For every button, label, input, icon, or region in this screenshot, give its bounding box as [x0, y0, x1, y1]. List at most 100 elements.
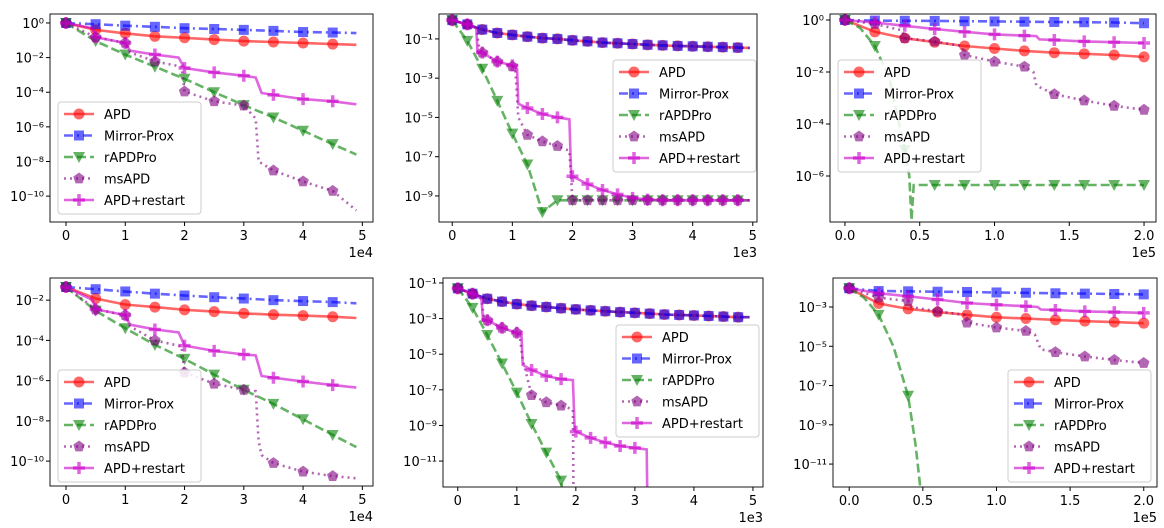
x-tick-label: 5 [358, 229, 366, 244]
data-point-marker [600, 306, 611, 317]
data-point-marker [898, 19, 911, 32]
data-point-marker [958, 49, 971, 60]
data-point-marker [208, 344, 221, 357]
x-tick-label: 0 [448, 229, 456, 244]
series-mirror-prox [447, 15, 750, 53]
legend-item: rAPDPro [1014, 419, 1107, 434]
data-point-marker [267, 398, 280, 410]
legend-marker-circle-icon [1023, 376, 1035, 388]
data-point-marker [326, 139, 339, 151]
plot-area [60, 16, 358, 212]
data-point-marker [446, 14, 459, 27]
x-tick-label: 5 [749, 229, 757, 244]
data-point-marker [90, 19, 101, 30]
data-point-marker [149, 30, 161, 42]
x-tick-label: 1.5 [1059, 229, 1080, 244]
data-point-marker [872, 287, 885, 300]
legend-item: rAPDPro [619, 109, 712, 124]
data-point-marker [988, 28, 1001, 41]
legend-item: rAPDPro [64, 151, 157, 166]
legend-label: Mirror-Prox [104, 398, 174, 413]
y-tick-label: 10⁻² [795, 66, 824, 81]
x-tick-label: 3 [240, 493, 248, 508]
legend-marker-triangle-down-icon [73, 420, 85, 431]
data-point-marker [716, 194, 729, 207]
x-offset-label: 1e3 [738, 511, 763, 526]
legend-marker-square-icon [74, 398, 84, 409]
data-point-marker [1078, 305, 1091, 318]
data-point-marker [178, 339, 191, 352]
data-point-marker [702, 41, 713, 52]
data-point-marker [612, 38, 623, 49]
data-point-marker [958, 25, 971, 38]
data-point-marker [89, 31, 102, 44]
data-point-marker [1019, 300, 1032, 313]
series-mirror-prox [839, 14, 1150, 29]
legend-item: Mirror-Prox [619, 88, 729, 103]
axes-frame [832, 277, 1158, 488]
legend-marker-pentagon-icon [73, 172, 85, 184]
x-tick-label: 4 [690, 494, 698, 509]
legend-marker-circle-icon [73, 108, 85, 120]
x-tick-label: 0.0 [839, 494, 860, 509]
data-point-marker [466, 287, 479, 300]
legend-label: APD [884, 66, 911, 81]
data-point-marker [962, 287, 973, 298]
x-tick-label: 1.0 [984, 229, 1005, 244]
x-tick-label: 5 [749, 494, 757, 509]
legend-label: Mirror-Prox [104, 130, 174, 145]
legend-item: APD+restart [64, 462, 185, 477]
legend-marker-pentagon-icon [631, 395, 643, 407]
data-point-marker [1079, 350, 1091, 362]
data-point-marker [932, 286, 943, 297]
legend-label: Mirror-Prox [1054, 398, 1124, 413]
legend-item: msAPD [844, 130, 930, 146]
legend-label: msAPD [104, 441, 150, 456]
data-point-marker [526, 300, 537, 311]
legend-marker-pentagon-icon [1023, 440, 1035, 452]
data-point-marker [238, 24, 249, 35]
data-point-marker [674, 309, 685, 320]
data-point-marker [298, 296, 309, 307]
data-point-marker [1078, 180, 1091, 192]
data-point-marker [615, 307, 626, 318]
series-mirror-prox [844, 283, 1149, 300]
series-apd-restart [60, 16, 357, 108]
data-point-marker [267, 88, 280, 101]
y-tick-label: 10⁻¹⁰ [10, 190, 44, 205]
data-point-marker [656, 194, 669, 207]
data-point-marker [297, 414, 310, 426]
data-point-marker [1050, 288, 1061, 299]
x-tick-label: 2 [568, 229, 576, 244]
data-point-marker [1020, 287, 1031, 298]
x-offset-label: 1e5 [1131, 246, 1156, 261]
data-point-marker [1108, 316, 1120, 328]
legend-marker-triangle-down-icon [853, 110, 865, 121]
x-tick-label: 3 [631, 494, 639, 509]
data-point-marker [614, 440, 627, 453]
data-point-marker [1020, 312, 1032, 324]
legend-item: Mirror-Prox [1014, 398, 1124, 413]
y-tick-label: 10⁻⁶ [795, 170, 824, 185]
data-point-marker [461, 18, 474, 31]
data-point-marker [555, 475, 568, 487]
y-tick-label: 10⁰ [802, 14, 824, 29]
data-point-marker [179, 304, 191, 316]
data-point-marker [581, 194, 594, 206]
data-point-marker [178, 85, 191, 97]
data-point-marker [659, 309, 670, 320]
legend-marker-pentagon-icon [853, 130, 865, 142]
y-tick-label: 10⁻⁸ [15, 415, 44, 430]
data-point-marker [961, 309, 973, 321]
data-point-marker [988, 43, 1000, 55]
data-point-marker [267, 164, 280, 176]
data-point-marker [1079, 17, 1090, 28]
data-point-marker [1018, 60, 1031, 72]
x-tick-label: 0 [454, 494, 462, 509]
data-point-marker [268, 25, 279, 36]
y-tick-label: 10⁻¹¹ [793, 458, 827, 473]
data-point-marker [596, 194, 609, 206]
data-point-marker [149, 21, 160, 32]
x-tick-label: 4 [299, 493, 307, 508]
